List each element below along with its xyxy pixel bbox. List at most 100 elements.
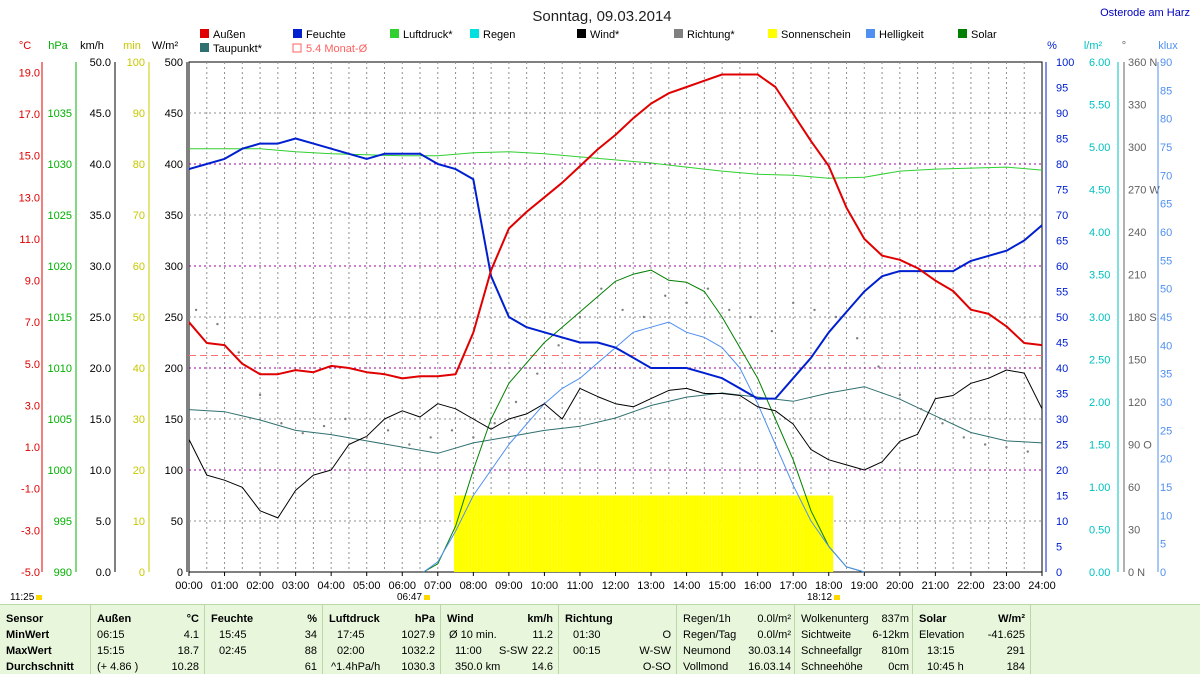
axis-unit-pressure: hPa [48,40,68,52]
legend-swatch-8 [958,29,967,38]
axis-tick-sun_min: 100 [127,57,145,69]
axis-tick-temp: -3.0 [21,525,40,537]
axis-tick-rain: 5.50 [1089,100,1110,112]
sunshine-bar [563,495,567,572]
axis-tick-direction: 150 [1128,355,1146,367]
legend-label-3: Regen [483,29,515,41]
sunshine-bar [560,495,564,572]
stats-luftdruck: Luftdruck hPa 17:45 1027.9 02:00 1032.2 … [322,605,441,674]
axis-tick-temp: 1.0 [25,442,40,454]
stats-wind: Wind km/h Ø 10 min. 11.2 11:00 S-SW 22.2… [440,605,559,674]
axis-tick-humidity: 100 [1056,57,1074,69]
time-tick-label: 23:00 [993,580,1021,592]
sunshine-bar [750,495,754,572]
axis-tick-lux: 0 [1160,567,1166,579]
sunshine-bar [661,495,665,572]
sunshine-bar [723,495,727,572]
series-wind [188,369,1043,519]
series-solar [423,269,865,573]
sunshine-bar [548,495,552,572]
sunshine-bar [782,495,786,572]
sunshine-bar [513,495,517,572]
series-richtung-point [514,400,518,404]
sunshine-bar [768,495,772,572]
series-richtung-point [493,422,496,425]
series-richtung-point [344,417,347,421]
sunshine-bar [551,495,555,572]
sunshine-bar [791,495,795,572]
axis-tick-temp: 19.0 [19,67,40,79]
series-richtung-point [386,429,390,432]
sunshine-bar [486,495,490,572]
axis-tick-temp: -1.0 [21,484,40,496]
sunshine-bar [699,495,703,572]
axis-unit-direction: ° [1122,40,1126,52]
sunshine-bar [504,495,508,572]
series-richtung-point [962,436,966,439]
axis-tick-wind: 40.0 [90,159,111,171]
axis-tick-lux: 50 [1160,284,1172,296]
axis-tick-wind: 45.0 [90,108,111,120]
axis-tick-humidity: 10 [1056,516,1068,528]
series-feuchte [188,137,1043,400]
stats-feuchte: Feuchte % 15:45 34 02:45 88 61 [204,605,323,674]
axis-tick-rain: 3.00 [1089,312,1110,324]
sunshine-bar [803,495,807,572]
axis-tick-temp: -5.0 [21,567,40,579]
time-tick-label: 10:00 [531,580,559,592]
axis-tick-wind: 0.0 [96,567,111,579]
row-label-avg: Durchschnitt [6,661,74,673]
legend-swatch-1 [293,29,302,38]
stats-wolken: Wolkenunterg 837m Sichtweite 6-12km Schn… [794,605,913,674]
axis-tick-direction: 30 [1128,525,1140,537]
sunshine-bar [753,495,757,572]
series-richtung-point [578,315,582,319]
axis-tick-wind: 30.0 [90,261,111,273]
time-tick-label: 21:00 [922,580,950,592]
sunshine-bar [776,495,780,572]
axis-tick-pressure: 1005 [48,414,72,426]
axis-tick-rain: 6.00 [1089,57,1110,69]
sunshine-bar [634,495,638,572]
axis-tick-wind: 50.0 [90,57,111,69]
series-richtung-point [237,351,240,354]
sunshine-bar [702,495,706,572]
axis-tick-pressure: 1015 [48,312,72,324]
weather-chart: Sonntag, 09.03.2014 Osterode am Harz Auß… [19,7,1190,592]
sunshine-bar [522,495,526,572]
sunshine-bar [679,495,683,572]
axis-tick-lux: 55 [1160,255,1172,267]
time-tick-label: 06:00 [388,580,416,592]
time-tick-label: 01:00 [211,580,239,592]
axis-tick-sun_min: 70 [133,210,145,222]
sunshine-bar [809,495,813,572]
time-tick-label: 17:00 [779,580,807,592]
legend-swatch-6 [768,29,777,38]
sunshine-bar [616,495,620,572]
axis-tick-temp: 9.0 [25,276,40,288]
sunshine-bar [773,495,777,572]
sunshine-bar [658,495,662,572]
sunshine-bar [596,495,600,572]
time-tick-label: 14:00 [673,580,701,592]
axis-tick-solar: 300 [165,261,183,273]
axis-tick-pressure: 1025 [48,210,72,222]
axis-tick-wind: 5.0 [96,516,111,528]
axis-tick-humidity: 75 [1056,185,1068,197]
axis-tick-direction: 360 N [1128,57,1157,69]
legend-label-8: Solar [971,29,997,41]
axis-tick-wind: 25.0 [90,312,111,324]
legend-swatch-5 [674,29,683,38]
axis-tick-rain: 2.50 [1089,355,1110,367]
sunshine-bar [622,495,626,572]
time-tick-label: 24:00 [1028,580,1056,592]
sunshine-bar [483,495,487,572]
sunshine-bar [584,495,588,572]
sunshine-bar [688,495,692,572]
series-richtung-point [685,301,688,305]
sunshine-bar [714,495,718,572]
axis-tick-rain: 0.50 [1089,525,1110,537]
legend-swatch-9 [200,43,209,52]
axis-tick-sun_min: 60 [133,261,145,273]
sunshine-bar [625,495,629,572]
